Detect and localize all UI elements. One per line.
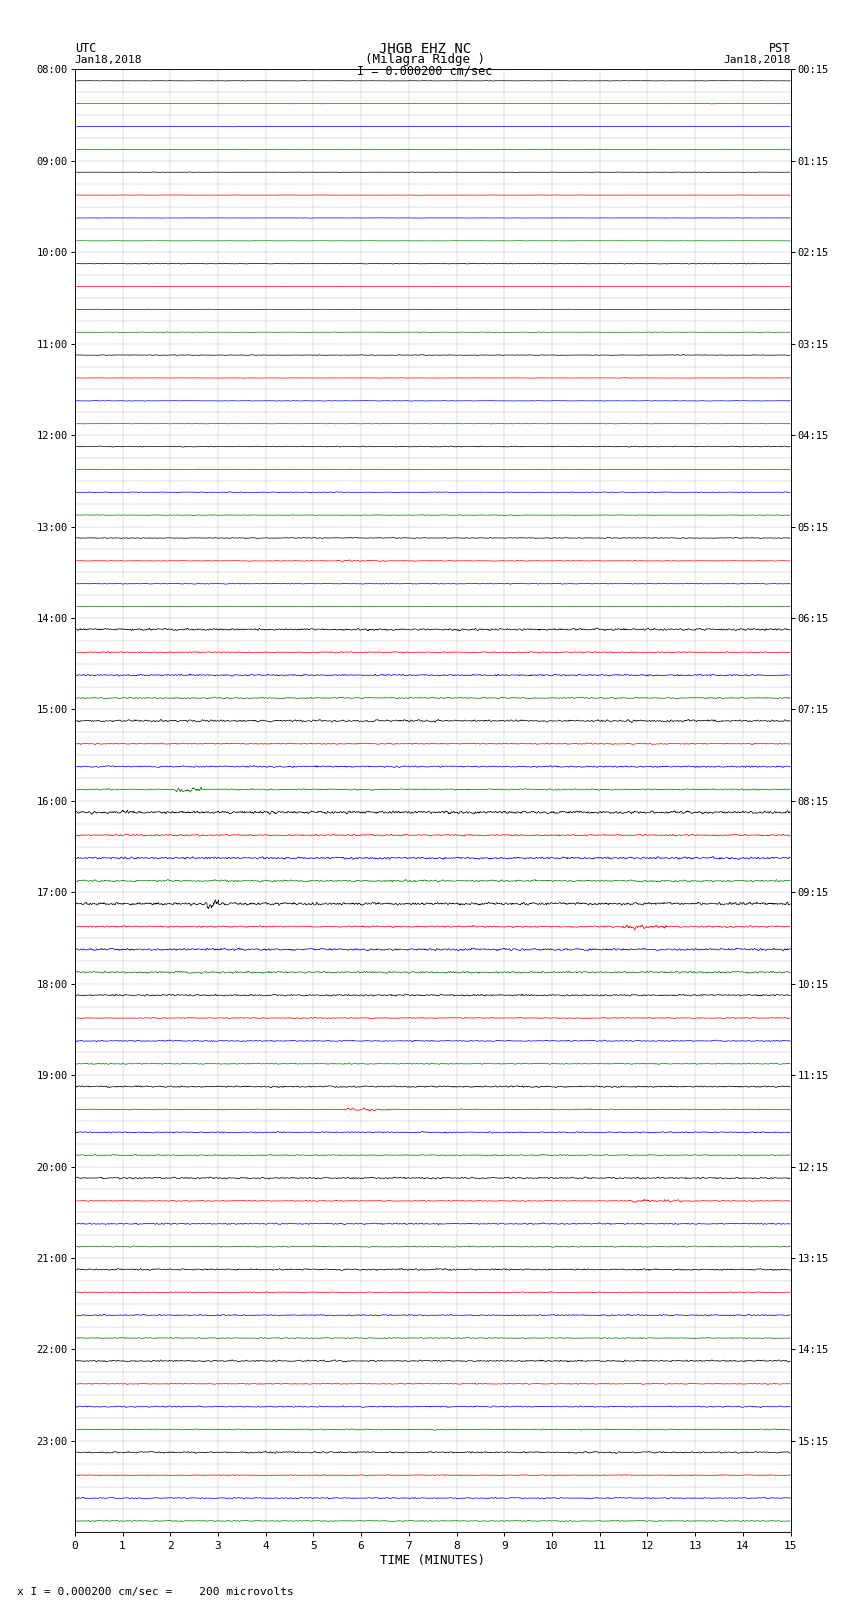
Text: Jan18,2018: Jan18,2018 <box>75 55 142 65</box>
Text: (Milagra Ridge ): (Milagra Ridge ) <box>365 53 485 66</box>
Text: JHGB EHZ NC: JHGB EHZ NC <box>379 42 471 56</box>
Text: I = 0.000200 cm/sec: I = 0.000200 cm/sec <box>357 65 493 77</box>
Text: Jan18,2018: Jan18,2018 <box>723 55 791 65</box>
X-axis label: TIME (MINUTES): TIME (MINUTES) <box>380 1555 485 1568</box>
Text: x I = 0.000200 cm/sec =    200 microvolts: x I = 0.000200 cm/sec = 200 microvolts <box>17 1587 294 1597</box>
Text: PST: PST <box>769 42 790 55</box>
Text: UTC: UTC <box>75 42 96 55</box>
